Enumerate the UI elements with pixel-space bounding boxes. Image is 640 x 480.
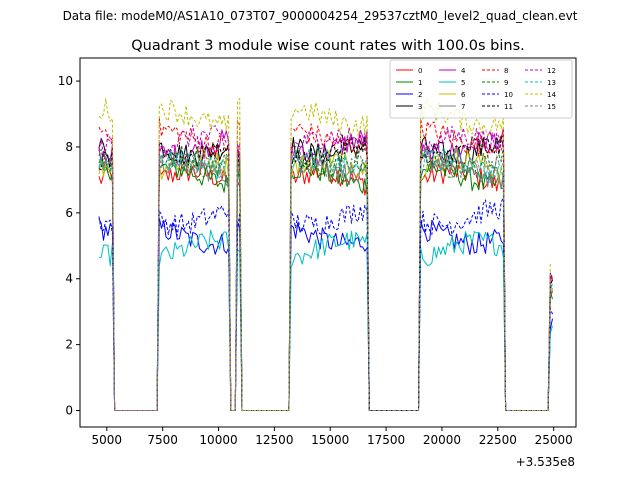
series-line-13: [98, 146, 553, 411]
suptitle: Data file: modeM0/AS1A10_073T07_90000042…: [63, 9, 578, 23]
legend-label-13: 13: [547, 79, 556, 87]
legend-label-4: 4: [461, 67, 466, 75]
x-offset-text: +3.535e8: [516, 455, 575, 469]
x-tick-label: 20000: [423, 433, 461, 447]
x-tick-label: 10000: [199, 433, 237, 447]
legend-label-1: 1: [418, 79, 422, 87]
y-tick-label: 4: [65, 272, 73, 286]
legend-label-15: 15: [547, 103, 556, 111]
legend-box: [389, 59, 573, 119]
legend-label-6: 6: [461, 91, 466, 99]
legend-label-10: 10: [504, 91, 513, 99]
x-tick-label: 17500: [367, 433, 405, 447]
y-tick-label: 0: [65, 404, 73, 418]
series-line-12: [98, 124, 553, 411]
series-line-8: [98, 117, 553, 411]
legend-label-3: 3: [418, 103, 422, 111]
chart-title: Quadrant 3 module wise count rates with …: [131, 38, 525, 54]
x-tick-label: 12500: [255, 433, 293, 447]
series-line-2: [98, 217, 553, 411]
series-line-11: [98, 134, 553, 411]
legend-label-0: 0: [418, 67, 422, 75]
y-tick-label: 10: [58, 74, 73, 88]
series-line-9: [98, 145, 553, 411]
series-line-14: [98, 97, 553, 411]
axes-frame: [79, 57, 577, 428]
legend-label-8: 8: [504, 67, 508, 75]
y-tick-label: 8: [65, 140, 73, 154]
legend-label-12: 12: [547, 67, 556, 75]
x-tick-label: 7500: [147, 433, 178, 447]
legend-label-2: 2: [418, 91, 422, 99]
legend-label-5: 5: [461, 79, 465, 87]
series-line-15: [98, 145, 553, 411]
x-tick-label: 22500: [479, 433, 517, 447]
legend-label-14: 14: [547, 91, 556, 99]
series-line-5: [98, 229, 553, 411]
x-tick-label: 25000: [535, 433, 573, 447]
legend-label-11: 11: [504, 103, 513, 111]
legend-label-7: 7: [461, 103, 465, 111]
legend-label-9: 9: [504, 79, 508, 87]
x-tick-label: 5000: [92, 433, 123, 447]
series-line-10: [98, 197, 553, 411]
y-tick-label: 6: [65, 206, 73, 220]
x-tick-label: 15000: [311, 433, 349, 447]
y-tick-label: 2: [65, 338, 73, 352]
